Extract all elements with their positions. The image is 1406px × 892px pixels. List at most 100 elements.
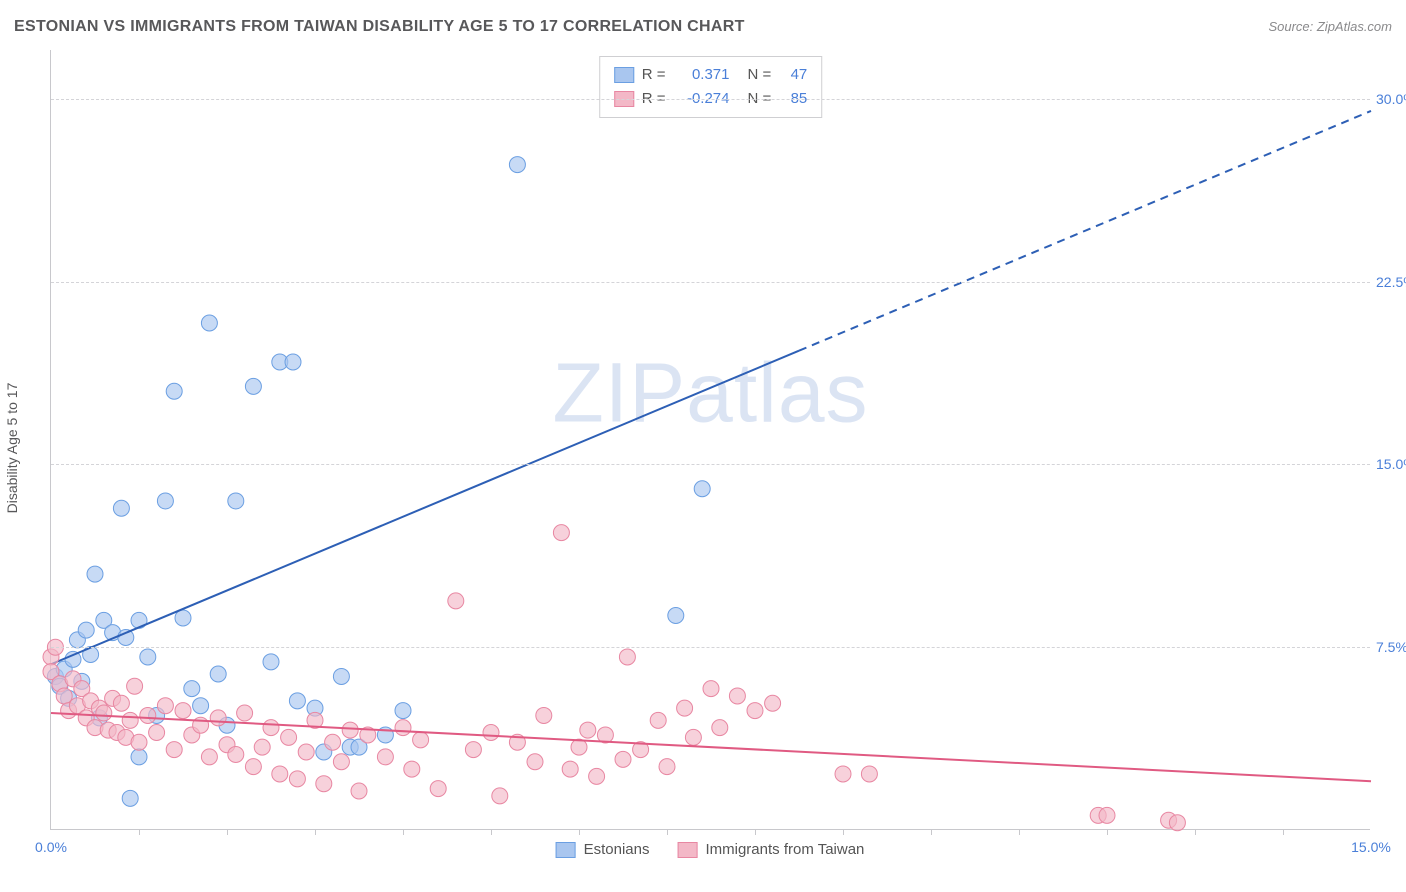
data-point xyxy=(193,698,209,714)
data-point xyxy=(56,688,72,704)
data-point xyxy=(342,722,358,738)
data-point xyxy=(166,742,182,758)
data-point xyxy=(78,622,94,638)
x-tick xyxy=(579,829,580,835)
x-tick xyxy=(931,829,932,835)
data-point xyxy=(96,705,112,721)
data-point xyxy=(298,744,314,760)
plot-area: ZIPatlas R =0.371N =47R =-0.274N =85 7.5… xyxy=(50,50,1370,830)
legend-r-label: R = xyxy=(642,63,666,87)
data-point xyxy=(149,725,165,741)
x-tick xyxy=(667,829,668,835)
data-point xyxy=(281,729,297,745)
x-tick xyxy=(227,829,228,835)
data-point xyxy=(201,315,217,331)
data-point xyxy=(289,771,305,787)
plot-svg xyxy=(51,50,1371,830)
x-tick xyxy=(755,829,756,835)
data-point xyxy=(166,383,182,399)
data-point xyxy=(228,493,244,509)
data-point xyxy=(210,710,226,726)
data-point xyxy=(694,481,710,497)
y-tick-label: 7.5% xyxy=(1376,639,1406,655)
x-tick xyxy=(1283,829,1284,835)
y-tick-label: 22.5% xyxy=(1376,274,1406,290)
data-point xyxy=(430,781,446,797)
data-point xyxy=(659,759,675,775)
data-point xyxy=(536,707,552,723)
y-tick-label: 30.0% xyxy=(1376,91,1406,107)
data-point xyxy=(113,500,129,516)
data-point xyxy=(668,608,684,624)
data-point xyxy=(404,761,420,777)
data-point xyxy=(245,378,261,394)
data-point xyxy=(747,703,763,719)
data-point xyxy=(703,681,719,697)
correlation-legend: R =0.371N =47R =-0.274N =85 xyxy=(599,56,823,118)
data-point xyxy=(861,766,877,782)
data-point xyxy=(685,729,701,745)
legend-n-value: 47 xyxy=(779,63,807,87)
data-point xyxy=(263,654,279,670)
grid-line xyxy=(51,647,1370,648)
data-point xyxy=(228,746,244,762)
legend-swatch xyxy=(614,67,634,83)
y-axis-label: Disability Age 5 to 17 xyxy=(4,383,20,514)
data-point xyxy=(712,720,728,736)
source-prefix: Source: xyxy=(1268,19,1316,34)
x-tick xyxy=(403,829,404,835)
data-point xyxy=(289,693,305,709)
data-point xyxy=(131,749,147,765)
data-point xyxy=(483,725,499,741)
data-point xyxy=(677,700,693,716)
data-point xyxy=(395,720,411,736)
data-point xyxy=(184,681,200,697)
data-point xyxy=(272,766,288,782)
data-point xyxy=(562,761,578,777)
x-tick-label: 0.0% xyxy=(35,839,67,855)
x-tick xyxy=(843,829,844,835)
data-point xyxy=(175,703,191,719)
legend-swatch xyxy=(556,842,576,858)
chart-title: ESTONIAN VS IMMIGRANTS FROM TAIWAN DISAB… xyxy=(14,18,745,36)
legend-row: R =0.371N =47 xyxy=(614,63,808,87)
legend-swatch xyxy=(677,842,697,858)
data-point xyxy=(527,754,543,770)
data-point xyxy=(245,759,261,775)
x-tick xyxy=(1195,829,1196,835)
data-point xyxy=(553,525,569,541)
data-point xyxy=(316,776,332,792)
data-point xyxy=(395,703,411,719)
x-tick xyxy=(315,829,316,835)
data-point xyxy=(413,732,429,748)
y-tick-label: 15.0% xyxy=(1376,456,1406,472)
series-legend-item: Immigrants from Taiwan xyxy=(677,841,864,858)
data-point xyxy=(65,651,81,667)
data-point xyxy=(122,712,138,728)
data-point xyxy=(492,788,508,804)
data-point xyxy=(1169,815,1185,831)
chart-container: Disability Age 5 to 17 ZIPatlas R =0.371… xyxy=(50,50,1370,830)
data-point xyxy=(333,668,349,684)
data-point xyxy=(210,666,226,682)
data-point xyxy=(263,720,279,736)
x-tick xyxy=(139,829,140,835)
data-point xyxy=(157,493,173,509)
data-point xyxy=(325,734,341,750)
data-point xyxy=(835,766,851,782)
data-point xyxy=(333,754,349,770)
x-tick xyxy=(491,829,492,835)
data-point xyxy=(589,768,605,784)
data-point xyxy=(619,649,635,665)
x-tick xyxy=(1019,829,1020,835)
data-point xyxy=(729,688,745,704)
data-point xyxy=(509,157,525,173)
data-point xyxy=(131,734,147,750)
grid-line xyxy=(51,99,1370,100)
legend-n-label: N = xyxy=(748,63,772,87)
data-point xyxy=(448,593,464,609)
data-point xyxy=(615,751,631,767)
data-point xyxy=(140,707,156,723)
series-legend-item: Estonians xyxy=(556,841,650,858)
data-point xyxy=(580,722,596,738)
